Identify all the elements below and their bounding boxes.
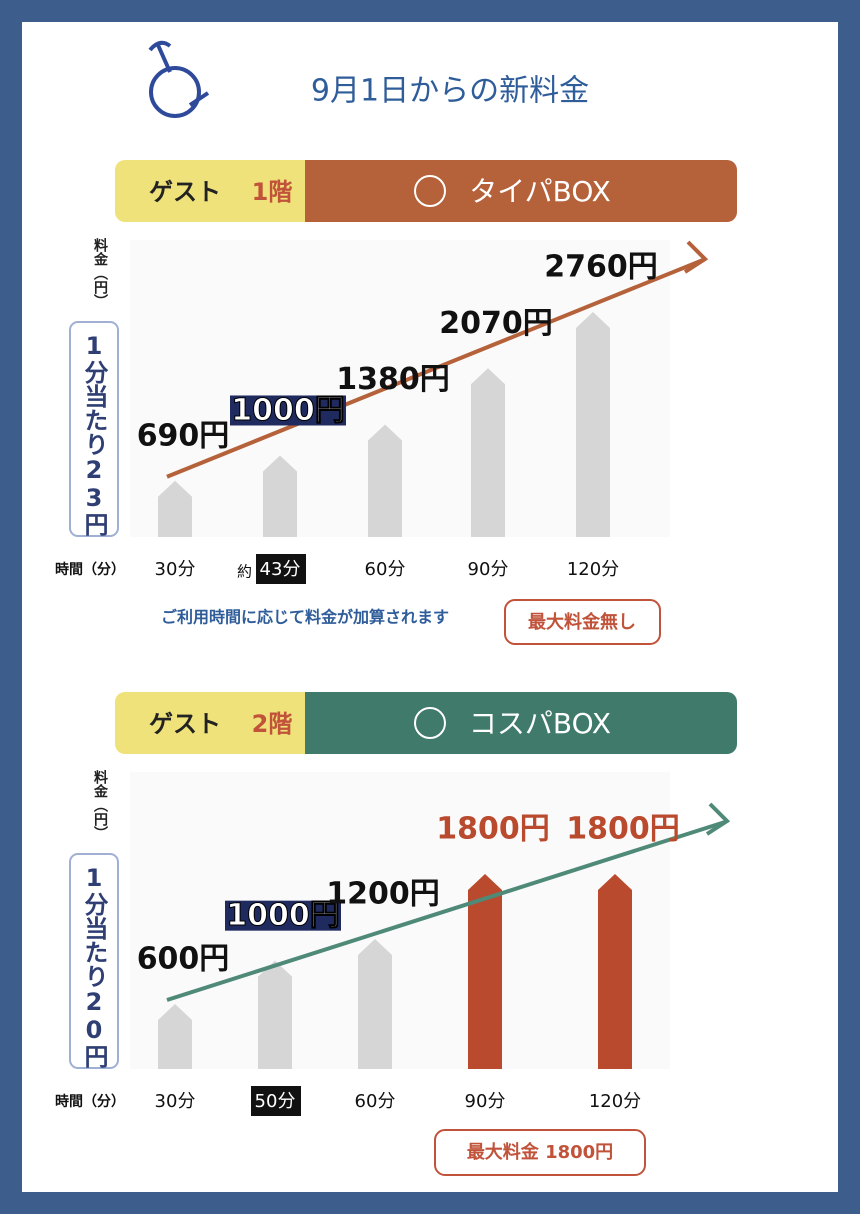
label-highlight [225, 900, 341, 931]
x-label: 時間（分） [55, 561, 125, 578]
plot-bg [130, 772, 670, 1069]
bar [158, 1004, 192, 1069]
bar [368, 424, 402, 537]
category-highlight [251, 1086, 301, 1116]
header-left [115, 692, 315, 754]
x-tick-label: 90分 [468, 559, 509, 580]
rate-box [69, 321, 119, 537]
y-label: 料金（円） [92, 770, 108, 840]
rate-label: 1分当たり20円 [80, 864, 108, 1068]
bar [576, 312, 610, 537]
bar [598, 874, 632, 1069]
mascot [148, 40, 210, 118]
x-tick-label: 120分 [589, 1091, 641, 1112]
box-icon [414, 175, 446, 207]
header-right [305, 160, 737, 222]
value-label: 1000円 [231, 393, 345, 428]
trend-arrow [683, 240, 709, 274]
trend-arrow [705, 802, 731, 836]
value-label: 2070円 [439, 306, 553, 341]
floor-label: 2階 [252, 710, 293, 738]
value-label: 1200円 [326, 877, 440, 912]
value-label: 600円 [137, 942, 230, 977]
x-label: 時間（分） [55, 1093, 125, 1110]
trend-line [166, 258, 704, 479]
rate-box [69, 853, 119, 1069]
header-join [305, 160, 325, 222]
x-tick-label: 60分 [365, 559, 406, 580]
box-label: コスパBOX [469, 707, 611, 740]
approx-label: 約 [237, 563, 252, 581]
header-left [115, 160, 315, 222]
value-label: 1000円 [226, 898, 340, 933]
value-label: 690円 [137, 418, 230, 453]
bar [263, 455, 297, 537]
bar [471, 368, 505, 537]
x-tick-label: 50分 [255, 1091, 296, 1112]
x-tick-label: 43分 [260, 559, 301, 580]
badge: 最大料金無し [528, 611, 636, 633]
trend-line [166, 820, 726, 1002]
bar [258, 960, 292, 1069]
guest-label: ゲスト [149, 710, 221, 738]
badge-box [434, 1129, 646, 1176]
badge: 最大料金 1800円 [467, 1141, 613, 1163]
label-highlight [230, 395, 346, 426]
header-join [305, 692, 325, 754]
note: ご利用時間に応じて料金が加算されます [161, 608, 449, 627]
x-tick-label: 90分 [465, 1091, 506, 1112]
value-label: 1800円 [566, 812, 680, 847]
x-tick-label: 120分 [567, 559, 619, 580]
guest-label: ゲスト [149, 178, 221, 206]
y-label: 料金（円） [92, 238, 108, 308]
bar [358, 939, 392, 1069]
category-highlight [256, 554, 306, 584]
x-tick-label: 30分 [155, 559, 196, 580]
rate-label: 1分当たり23円 [80, 332, 108, 536]
value-label: 1380円 [336, 362, 450, 397]
box-icon [414, 707, 446, 739]
box-label: タイパBOX [469, 175, 611, 208]
page-title: 9月1日からの新料金 [311, 74, 589, 109]
floor-label: 1階 [252, 178, 293, 206]
badge-box [504, 599, 661, 645]
x-tick-label: 60分 [355, 1091, 396, 1112]
bar [468, 874, 502, 1069]
bar [158, 480, 192, 537]
x-tick-label: 30分 [155, 1091, 196, 1112]
header-right [305, 692, 737, 754]
value-label: 1800円 [436, 812, 550, 847]
value-label: 2760円 [544, 250, 658, 285]
